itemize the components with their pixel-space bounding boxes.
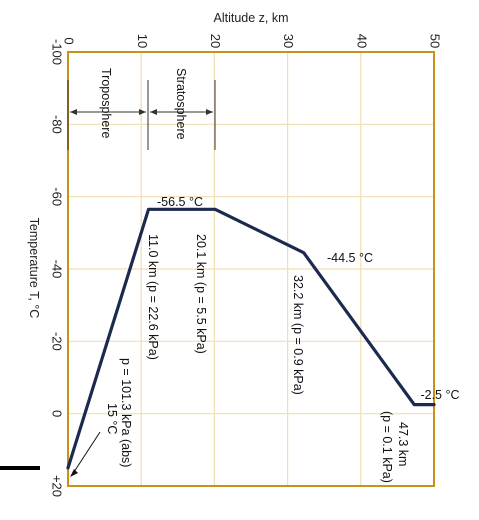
arrowhead	[206, 109, 213, 115]
arrowhead	[150, 109, 157, 115]
y-tick-label: -40	[50, 260, 65, 279]
sea-level-pointer	[73, 431, 101, 473]
temperature-profile-series	[66, 207, 436, 470]
y-tick-label: -20	[50, 332, 65, 351]
y-axis-title: Temperature T, °C	[27, 218, 41, 319]
atmosphere-layer-markers: Troposphere Stratosphere	[67, 68, 216, 150]
label-stratopause-start: 20.1 km (p = 5.5 kPa)	[194, 234, 208, 354]
x-tick-label: 30	[281, 34, 296, 48]
x-tick-label: 0	[62, 37, 77, 44]
x-tick-label: 40	[354, 34, 369, 48]
arrowhead	[70, 469, 78, 477]
label-sea-level-pressure: p = 101.3 kPa (abs)	[119, 358, 133, 467]
x-axis-ticks: 0 10 20 30 40 50	[62, 34, 443, 48]
label-temp-low: -56.5 °C	[157, 195, 203, 209]
stratosphere-label: Stratosphere	[174, 68, 188, 140]
label-sea-level-temp: 15 °C	[105, 403, 119, 434]
y-tick-label: -60	[50, 187, 65, 206]
label-tropopause: 11.0 km (p = 22.6 kPa)	[146, 234, 160, 360]
y-tick-label: -100	[50, 39, 65, 65]
y-tick-label: +20	[50, 475, 65, 497]
label-temp-mid: -44.5 °C	[327, 251, 373, 265]
y-tick-label: 0	[50, 410, 65, 417]
troposphere-label: Troposphere	[99, 68, 113, 138]
x-tick-label: 10	[135, 34, 150, 48]
y-axis-ticks: -100 -80 -60 -40 -20 0 +20	[50, 39, 65, 497]
x-tick-label: 50	[428, 34, 443, 48]
label-32km: 32.2 km (p = 0.9 kPa)	[291, 275, 305, 395]
label-47km-pressure: (p = 0.1 kPa)	[380, 411, 394, 483]
label-47km: 47.3 km	[396, 422, 410, 466]
x-tick-label: 20	[208, 34, 223, 48]
arrowhead	[70, 109, 77, 115]
edge-mark	[0, 466, 40, 470]
plot-frame	[67, 51, 435, 487]
arrowhead	[139, 109, 146, 115]
y-tick-label: -80	[50, 115, 65, 134]
label-temp-high: -2.5 °C	[420, 388, 459, 402]
x-axis-title: Altitude z, km	[213, 11, 288, 25]
temperature-profile-line	[66, 207, 436, 470]
